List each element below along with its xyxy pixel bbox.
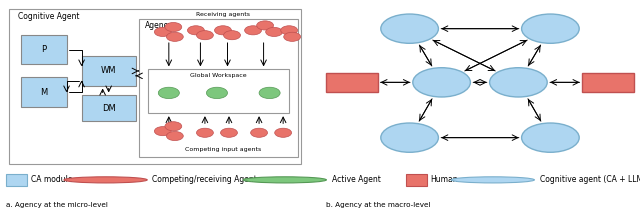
Text: M: M <box>40 88 47 97</box>
Circle shape <box>166 32 183 41</box>
Text: WM: WM <box>101 67 116 76</box>
Circle shape <box>244 26 262 35</box>
Text: Cognitive agent (CA + LLM): Cognitive agent (CA + LLM) <box>540 175 640 184</box>
Bar <box>22 35 67 64</box>
Circle shape <box>284 32 301 41</box>
Text: Active Agent: Active Agent <box>332 175 380 184</box>
Circle shape <box>158 87 179 99</box>
Bar <box>582 73 634 92</box>
Circle shape <box>522 14 579 43</box>
Circle shape <box>64 177 147 183</box>
Circle shape <box>207 87 227 99</box>
Circle shape <box>243 177 326 183</box>
Bar <box>148 69 289 113</box>
Circle shape <box>165 22 182 32</box>
Text: Competing/receiving Agent: Competing/receiving Agent <box>152 175 257 184</box>
Circle shape <box>275 128 292 137</box>
Circle shape <box>196 128 213 137</box>
Text: Human: Human <box>431 175 458 184</box>
Circle shape <box>259 87 280 99</box>
Circle shape <box>522 123 579 152</box>
Circle shape <box>257 21 273 30</box>
Circle shape <box>166 131 183 141</box>
Bar <box>139 19 298 157</box>
Text: Competing input agents: Competing input agents <box>185 147 261 152</box>
Circle shape <box>214 26 232 35</box>
Circle shape <box>381 123 438 152</box>
Circle shape <box>413 68 470 97</box>
Bar <box>406 174 427 186</box>
Circle shape <box>154 127 172 136</box>
Circle shape <box>221 128 237 137</box>
Circle shape <box>490 68 547 97</box>
Text: DM: DM <box>102 104 116 113</box>
Circle shape <box>223 31 241 40</box>
Bar <box>326 73 378 92</box>
Circle shape <box>165 122 182 131</box>
Circle shape <box>381 14 438 43</box>
Bar <box>22 77 67 107</box>
Bar <box>82 56 136 86</box>
Circle shape <box>451 177 534 183</box>
Bar <box>82 95 136 121</box>
Text: a. Agency at the micro-level: a. Agency at the micro-level <box>6 202 108 208</box>
Circle shape <box>251 128 268 137</box>
Text: P: P <box>42 45 47 54</box>
Text: Agency: Agency <box>145 21 173 30</box>
Circle shape <box>196 31 213 40</box>
Text: Global Workspace: Global Workspace <box>190 73 247 78</box>
Text: Cognitive Agent: Cognitive Agent <box>19 12 80 21</box>
Circle shape <box>154 27 172 36</box>
Circle shape <box>188 26 204 35</box>
Circle shape <box>266 27 282 36</box>
Circle shape <box>281 26 298 35</box>
Text: b. Agency at the macro-level: b. Agency at the macro-level <box>326 202 431 208</box>
Text: Receiving agents: Receiving agents <box>196 12 250 17</box>
Bar <box>6 174 27 186</box>
Text: CA module: CA module <box>31 175 72 184</box>
